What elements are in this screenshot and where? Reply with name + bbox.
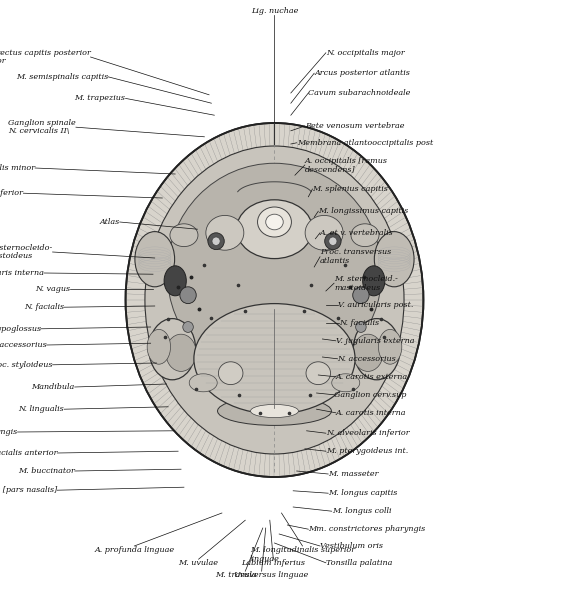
Text: M. semispinalis capitis: M. semispinalis capitis <box>16 73 108 81</box>
Ellipse shape <box>356 322 366 332</box>
Ellipse shape <box>374 232 414 287</box>
Text: M. masseter: M. masseter <box>328 470 378 478</box>
Ellipse shape <box>145 146 404 454</box>
Text: A. carotis interna: A. carotis interna <box>336 409 406 417</box>
Ellipse shape <box>167 163 382 383</box>
Ellipse shape <box>189 374 217 392</box>
Ellipse shape <box>147 329 171 364</box>
Text: M. buccinator: M. buccinator <box>18 467 75 475</box>
Text: Proc. styloideus: Proc. styloideus <box>0 361 53 369</box>
Ellipse shape <box>258 207 291 237</box>
Ellipse shape <box>217 397 331 425</box>
Ellipse shape <box>206 215 244 250</box>
Ellipse shape <box>353 334 383 371</box>
Text: A. occipitalis [ramus
descendens]: A. occipitalis [ramus descendens] <box>305 157 388 173</box>
Ellipse shape <box>149 319 196 380</box>
Text: Proc. transversus
atlantis: Proc. transversus atlantis <box>320 248 391 265</box>
Text: V. jugularis externa: V. jugularis externa <box>336 337 414 345</box>
Text: V. facialis anterior: V. facialis anterior <box>0 449 57 457</box>
Text: M. longus capitis: M. longus capitis <box>328 489 398 497</box>
Text: M. trapezius: M. trapezius <box>75 94 126 103</box>
Text: Mandibula: Mandibula <box>32 383 75 391</box>
Text: Atlas: Atlas <box>99 218 120 226</box>
Ellipse shape <box>180 287 196 304</box>
Ellipse shape <box>251 404 298 418</box>
Ellipse shape <box>212 237 220 245</box>
Text: A. carotis externa: A. carotis externa <box>336 373 408 381</box>
Text: M. splenius capitis: M. splenius capitis <box>312 185 388 193</box>
Ellipse shape <box>218 362 243 385</box>
Text: V. auricularis post.: V. auricularis post. <box>338 301 413 309</box>
Ellipse shape <box>351 224 379 247</box>
Text: Arcus posterior atlantis: Arcus posterior atlantis <box>314 69 410 77</box>
Ellipse shape <box>166 334 196 371</box>
Ellipse shape <box>266 214 283 230</box>
Text: N. accessorius: N. accessorius <box>338 355 397 363</box>
Ellipse shape <box>170 224 198 247</box>
Text: N. hypoglossus: N. hypoglossus <box>0 325 41 333</box>
Ellipse shape <box>208 233 224 250</box>
Ellipse shape <box>305 215 343 250</box>
Ellipse shape <box>164 266 186 296</box>
Text: Mm. constrictores pharyngis: Mm. constrictores pharyngis <box>308 525 426 533</box>
Text: N. facialis: N. facialis <box>339 319 379 327</box>
Ellipse shape <box>306 362 331 385</box>
Ellipse shape <box>194 304 355 414</box>
Text: Cavum subarachnoideale: Cavum subarachnoideale <box>308 89 411 97</box>
Text: Vestibulum oris: Vestibulum oris <box>320 542 383 550</box>
Text: Lig. nuchae: Lig. nuchae <box>251 7 298 15</box>
Text: M. transversus linguae: M. transversus linguae <box>215 571 308 579</box>
Text: V. jugularis interna: V. jugularis interna <box>0 269 44 277</box>
Text: A. et v. vertebralis: A. et v. vertebralis <box>320 229 394 237</box>
Text: Ganglion cerv.sup: Ganglion cerv.sup <box>334 391 406 399</box>
Text: M. sternocleid.-
mastoideus: M. sternocleid.- mastoideus <box>334 275 398 292</box>
Text: M. sternocleido-
mastoideus: M. sternocleido- mastoideus <box>0 244 53 260</box>
Text: N. facialis: N. facialis <box>24 303 64 311</box>
Text: Rete venosum vertebrae: Rete venosum vertebrae <box>305 122 404 130</box>
Ellipse shape <box>183 322 193 332</box>
Text: M. rectus capitis posterior
maior: M. rectus capitis posterior maior <box>0 49 91 65</box>
Text: M. uvulae: M. uvulae <box>179 559 218 567</box>
Text: M. longissimus capitis: M. longissimus capitis <box>318 207 409 215</box>
Text: M. pterygoideus int.: M. pterygoideus int. <box>326 447 408 455</box>
Text: N. alveolaris inferior: N. alveolaris inferior <box>326 429 409 437</box>
Text: Labium inferius: Labium inferius <box>241 559 305 567</box>
Ellipse shape <box>325 233 341 250</box>
Ellipse shape <box>378 329 402 364</box>
Text: N. occipitalis minor: N. occipitalis minor <box>0 164 35 172</box>
Ellipse shape <box>363 266 385 296</box>
Text: A. profunda linguae: A. profunda linguae <box>94 546 175 554</box>
Ellipse shape <box>135 232 175 287</box>
Text: M. longitudinalis superior
linguae: M. longitudinalis superior linguae <box>250 546 355 563</box>
Text: N. accessorius: N. accessorius <box>0 341 47 349</box>
Text: Pharynx [pars nasalis]: Pharynx [pars nasalis] <box>0 486 57 494</box>
Text: N. vagus: N. vagus <box>35 285 70 293</box>
Ellipse shape <box>332 374 360 392</box>
Text: M. longus colli: M. longus colli <box>332 507 391 515</box>
Ellipse shape <box>237 200 312 259</box>
Ellipse shape <box>353 319 400 380</box>
Ellipse shape <box>329 237 337 245</box>
Text: Mm. constrictores pharyngis: Mm. constrictores pharyngis <box>0 428 18 436</box>
Text: Ganglion spinale
N. cervicalis II\: Ganglion spinale N. cervicalis II\ <box>8 119 76 136</box>
Text: Tonsilla palatina: Tonsilla palatina <box>326 559 392 567</box>
Ellipse shape <box>353 287 369 304</box>
Text: N. lingualis: N. lingualis <box>19 405 64 413</box>
Text: Membrana atlantooccipitalis post: Membrana atlantooccipitalis post <box>297 139 433 147</box>
Text: N. occipitalis major: N. occipitalis major <box>326 49 405 57</box>
Text: Uvula: Uvula <box>234 571 257 579</box>
Ellipse shape <box>126 123 423 477</box>
Text: M. obliquus capitis inferior: M. obliquus capitis inferior <box>0 189 23 197</box>
